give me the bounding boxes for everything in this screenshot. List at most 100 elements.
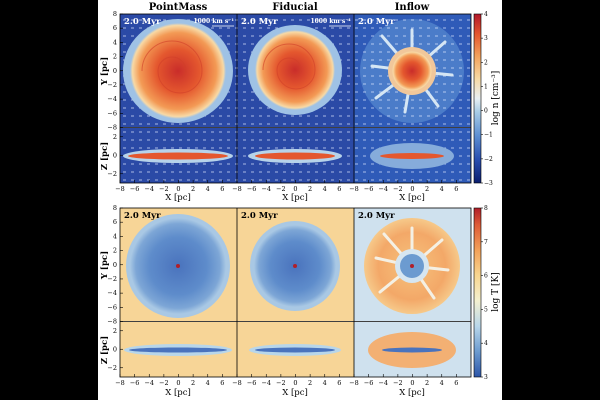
temperature-time-label-pointmass: 2.0 Myr	[124, 211, 161, 221]
colorbar-tick-label: 4	[484, 11, 488, 18]
y-tick-label: 6	[113, 218, 117, 226]
x-tick-label: 6	[454, 185, 458, 193]
x-tick-label: 0	[410, 379, 414, 387]
temperature-colorbar-label: log T [K]	[491, 272, 501, 312]
z-tick-label: 0	[113, 345, 117, 353]
colorbar-tick-label: 8	[484, 205, 488, 212]
x-tick-label: 2	[425, 379, 429, 387]
x-tick-label: 6	[454, 379, 458, 387]
x-tick-label: −8	[115, 185, 125, 193]
temperature-edgeon-inflow	[354, 322, 471, 377]
velocity-scale-label-pointmass: 1000 km s⁻¹	[193, 18, 234, 25]
density-faceon-fiducial	[237, 14, 354, 127]
temperature-time-label-fiducial: 2.0 Myr	[241, 211, 278, 221]
y-tick-label: 6	[113, 24, 117, 32]
x-tick-label: 0	[410, 185, 414, 193]
density-edgeon-fiducial	[237, 128, 354, 183]
z-tick-label: −2	[107, 364, 117, 372]
x-tick-label: −4	[144, 379, 154, 387]
x-tick-label: 0	[176, 185, 180, 193]
y-tick-label: −2	[107, 275, 117, 283]
y-tick-label: 2	[113, 247, 117, 255]
temperature-edgeon-fiducial	[237, 322, 354, 377]
z-tick-label: 2	[113, 327, 117, 335]
x-tick-label: −2	[393, 185, 403, 193]
x-tick-label: −8	[349, 379, 359, 387]
x-tick-label: 6	[220, 379, 224, 387]
density-faceon-inflow	[354, 14, 471, 127]
x-tick-label: −2	[276, 379, 286, 387]
colorbar-tick-label: −3	[484, 180, 493, 187]
colorbar-tick-label: 3	[484, 374, 488, 381]
x-tick-label: 4	[206, 379, 210, 387]
x-tick-label: 2	[191, 185, 195, 193]
y-tick-label: 0	[113, 261, 117, 269]
temperature-x-axis-label-fiducial: X [pc]	[282, 388, 308, 398]
x-tick-label: −4	[144, 185, 154, 193]
colorbar-tick-label: 5	[484, 306, 488, 313]
y-tick-label: −8	[107, 318, 117, 326]
density-x-axis-label-pointmass: X [pc]	[165, 193, 191, 203]
y-tick-label: −6	[107, 109, 117, 117]
density-time-label-inflow: 2.0 Myr	[358, 17, 395, 27]
density-edgeon-inflow	[354, 128, 471, 183]
x-tick-label: 4	[323, 185, 327, 193]
x-tick-label: 6	[337, 185, 341, 193]
x-tick-label: −2	[393, 379, 403, 387]
z-tick-label: 2	[113, 133, 117, 141]
x-tick-label: −4	[378, 379, 388, 387]
x-tick-label: 2	[425, 185, 429, 193]
colorbar-tick-label: 4	[484, 340, 488, 347]
x-tick-label: −6	[247, 185, 257, 193]
temperature-ticks: −8 −6 −4 −2 0 2 4 6 −8 −6 −4 −2 0 2 4 6 −8 −6 −4 −2 0 2 4 6 −8 −6…	[107, 204, 458, 387]
x-tick-label: 6	[220, 185, 224, 193]
temperature-z-axis-label: Z [pc]	[100, 336, 110, 364]
y-tick-label: −2	[107, 81, 117, 89]
x-tick-label: 0	[293, 379, 297, 387]
x-tick-label: −2	[276, 185, 286, 193]
colorbar-tick-label: 3	[484, 35, 488, 42]
x-tick-label: −2	[159, 185, 169, 193]
y-tick-label: 4	[113, 38, 117, 46]
temperature-edgeon-pointmass	[120, 322, 237, 377]
z-tick-label: 0	[113, 151, 117, 159]
density-colorbar-label: log n [cm⁻³]	[491, 71, 501, 126]
x-tick-label: −4	[261, 185, 271, 193]
column-title-fiducial: Fiducial	[272, 2, 318, 13]
colorbar-tick-label: 1	[484, 83, 488, 90]
x-tick-label: −6	[130, 185, 140, 193]
x-tick-label: −6	[130, 379, 140, 387]
x-tick-label: −8	[349, 185, 359, 193]
density-time-label-pointmass: 2.0 Myr	[124, 17, 161, 27]
x-tick-label: 2	[191, 379, 195, 387]
y-tick-label: 0	[113, 67, 117, 75]
density-x-axis-label-inflow: X [pc]	[399, 193, 425, 203]
column-title-pointmass: PointMass	[149, 2, 208, 13]
density-x-axis-label-fiducial: X [pc]	[282, 193, 308, 203]
x-tick-label: −4	[378, 185, 388, 193]
x-tick-label: 4	[323, 379, 327, 387]
x-tick-label: −6	[364, 379, 374, 387]
y-tick-label: 8	[113, 204, 117, 212]
y-tick-label: 4	[113, 232, 117, 240]
z-tick-label: −2	[107, 170, 117, 178]
x-tick-label: −6	[247, 379, 257, 387]
temperature-colorbar-ticks: 3 4 5 6 7 8	[481, 205, 488, 381]
x-tick-label: −2	[159, 379, 169, 387]
temperature-time-label-inflow: 2.0 Myr	[358, 211, 395, 221]
temperature-faceon-fiducial	[237, 208, 354, 321]
colorbar-tick-label: 0	[484, 108, 488, 115]
y-tick-label: −4	[107, 95, 117, 103]
x-tick-label: −8	[115, 379, 125, 387]
temperature-y-axis-label: Y [pc]	[100, 251, 110, 280]
density-y-axis-label: Y [pc]	[100, 57, 110, 86]
x-tick-label: 2	[308, 185, 312, 193]
x-tick-label: 4	[206, 185, 210, 193]
density-time-label-fiducial: 2.0 Myr	[241, 17, 278, 27]
x-tick-label: 4	[440, 185, 444, 193]
y-tick-label: −8	[107, 124, 117, 132]
x-tick-label: −8	[232, 185, 242, 193]
density-edgeon-pointmass	[120, 128, 237, 183]
x-tick-label: −6	[364, 185, 374, 193]
